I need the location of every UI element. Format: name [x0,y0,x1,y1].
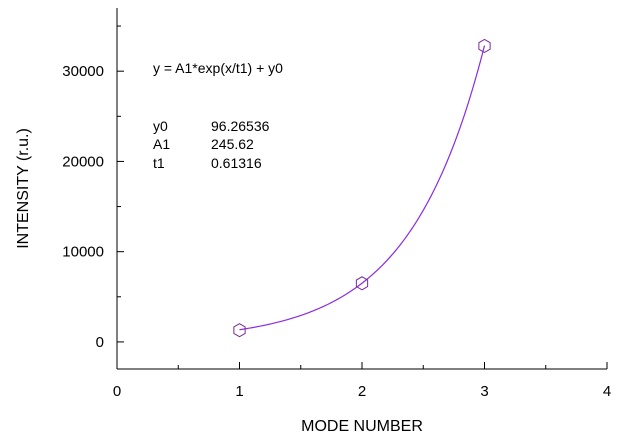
fit-annotation: y = A1*exp(x/t1) + y0 y0 96.26536 A1 245… [153,60,283,171]
data-point [355,276,369,291]
param-name-a1: A1 [153,136,170,152]
y-axis-title: INTENSITY (r.u.) [15,128,32,249]
x-tick-label: 1 [235,383,243,400]
x-tick-label: 3 [480,383,488,400]
x-axis-ticks: 0 1 2 3 4 [113,362,611,400]
y-tick-label: 10000 [62,244,104,261]
param-name-t1: t1 [153,155,165,171]
param-value-a1: 245.62 [211,136,254,152]
x-axis-title: MODE NUMBER [301,418,423,434]
x-tick-label: 0 [113,383,121,400]
data-markers [233,38,491,338]
data-point [233,323,246,338]
x-tick-label: 4 [603,383,611,400]
param-value-t1: 0.61316 [211,155,262,171]
x-tick-label: 2 [358,383,366,400]
fit-equation: y = A1*exp(x/t1) + y0 [153,60,283,76]
y-tick-label: 20000 [62,153,104,170]
y-axis-ticks: 0 10000 20000 30000 [62,25,124,351]
fit-curve [239,45,486,331]
param-name-y0: y0 [153,118,168,134]
y-tick-label: 0 [96,334,104,351]
y-tick-label: 30000 [62,63,104,80]
data-point [478,38,491,53]
param-value-y0: 96.26536 [211,118,270,134]
